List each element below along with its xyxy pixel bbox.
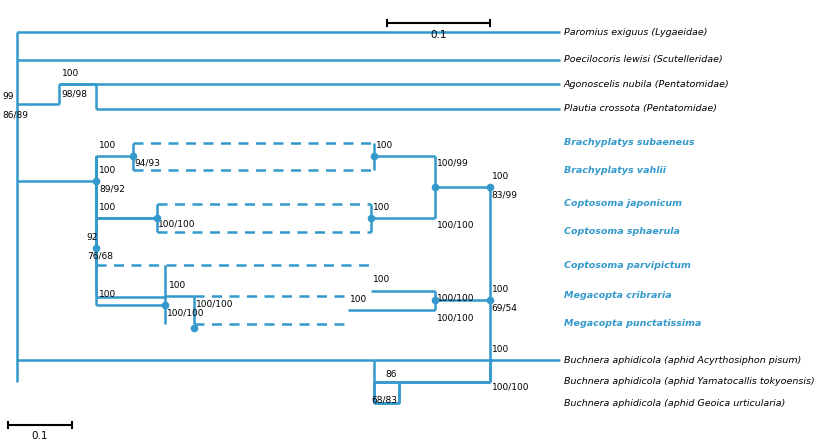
Text: Agonoscelis nubila (Pentatomidae): Agonoscelis nubila (Pentatomidae) (564, 80, 730, 89)
Text: 76/68: 76/68 (87, 252, 113, 261)
Text: 83/99: 83/99 (492, 191, 518, 199)
Text: 0.1: 0.1 (32, 430, 48, 441)
Text: 100: 100 (62, 69, 79, 78)
Text: Buchnera aphidicola (aphid Geoica urticularia): Buchnera aphidicola (aphid Geoica urticu… (564, 399, 785, 408)
Text: Coptosoma sphaerula: Coptosoma sphaerula (564, 227, 680, 236)
Text: 100: 100 (492, 285, 509, 294)
Text: Megacopta punctatissima: Megacopta punctatissima (564, 319, 701, 328)
Text: 100: 100 (168, 281, 185, 290)
Text: 100/100: 100/100 (437, 221, 475, 230)
Text: Brachyplatys subaeneus: Brachyplatys subaeneus (564, 138, 694, 147)
Text: 100: 100 (373, 202, 390, 212)
Text: 100: 100 (376, 141, 393, 150)
Text: 100: 100 (350, 295, 368, 304)
Text: 0.1: 0.1 (430, 30, 447, 40)
Text: 69/54: 69/54 (492, 303, 518, 313)
Text: Coptosoma parvipictum: Coptosoma parvipictum (564, 261, 690, 270)
Text: 89/92: 89/92 (99, 184, 125, 193)
Text: 100/100: 100/100 (158, 220, 196, 228)
Text: 94/93: 94/93 (135, 158, 160, 167)
Text: Plautia crossota (Pentatomidae): Plautia crossota (Pentatomidae) (564, 104, 717, 113)
Text: 86: 86 (386, 370, 397, 379)
Text: 98/98: 98/98 (62, 89, 87, 98)
Text: 100/100: 100/100 (167, 308, 204, 318)
Text: 100: 100 (492, 345, 509, 354)
Text: 100/99: 100/99 (437, 158, 469, 167)
Text: 100: 100 (99, 202, 116, 212)
Text: 92: 92 (87, 233, 98, 242)
Text: 100/100: 100/100 (492, 382, 529, 391)
Text: 100: 100 (492, 172, 509, 181)
Text: Brachyplatys vahlii: Brachyplatys vahlii (564, 166, 666, 175)
Text: Buchnera aphidicola (aphid Yamatocallis tokyoensis): Buchnera aphidicola (aphid Yamatocallis … (564, 377, 815, 386)
Text: Coptosoma japonicum: Coptosoma japonicum (564, 199, 681, 209)
Text: 100/100: 100/100 (195, 299, 233, 308)
Text: 100/100: 100/100 (437, 313, 475, 322)
Text: 100: 100 (373, 276, 390, 284)
Text: 86/89: 86/89 (2, 110, 28, 120)
Text: 99: 99 (2, 92, 14, 101)
Text: Buchnera aphidicola (aphid Acyrthosiphon pisum): Buchnera aphidicola (aphid Acyrthosiphon… (564, 356, 801, 365)
Text: Paromius exiguus (Lygaeidae): Paromius exiguus (Lygaeidae) (564, 28, 708, 37)
Text: 100: 100 (99, 141, 116, 150)
Text: 100: 100 (99, 166, 116, 175)
Text: 100: 100 (99, 290, 116, 299)
Text: Poecilocoris lewisi (Scutelleridae): Poecilocoris lewisi (Scutelleridae) (564, 55, 722, 64)
Text: 68/83: 68/83 (371, 396, 397, 405)
Text: Megacopta cribraria: Megacopta cribraria (564, 292, 672, 300)
Text: 100/100: 100/100 (437, 294, 475, 303)
